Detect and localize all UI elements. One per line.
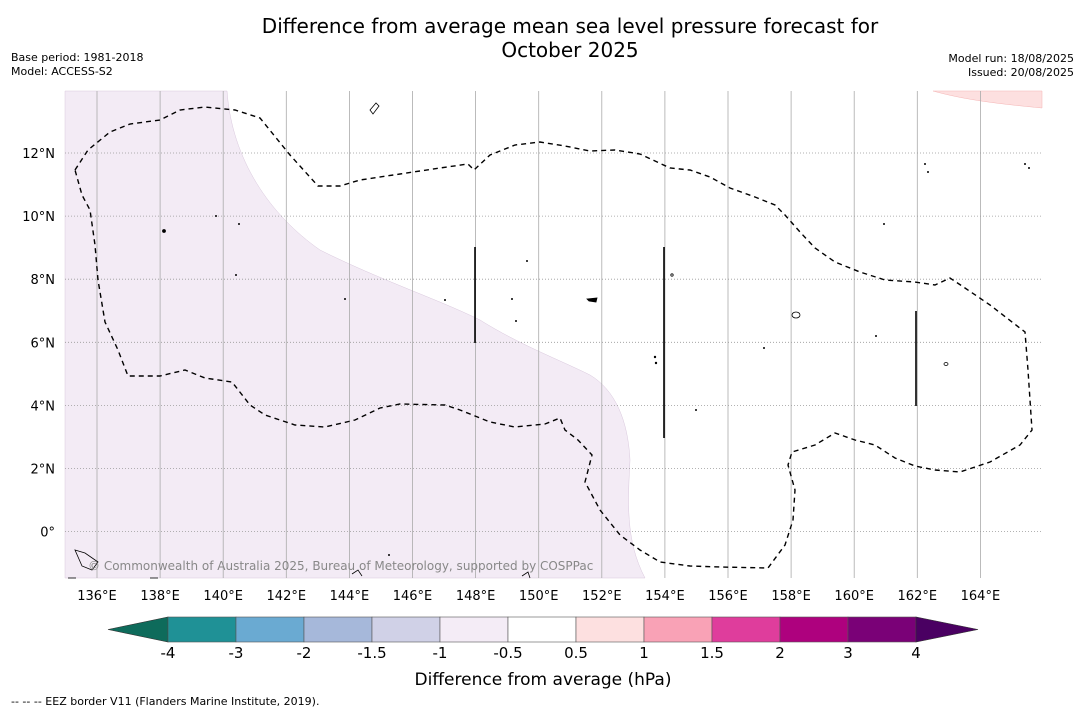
colorbar-swatch (371, 616, 441, 643)
meta-right: Model run: 18/08/2025 Issued: 20/08/2025 (948, 52, 1074, 80)
colorbar-swatch (711, 616, 781, 643)
longitude-tick-labels: 136°E 138°E 140°E 142°E 144°E 146°E 148°E 150°E… (77, 589, 1000, 604)
gridlines (65, 91, 1042, 578)
colorbar-title: Difference from average (hPa) (415, 670, 672, 690)
colorbar-tick-label: 1 (639, 644, 649, 662)
title-line-2: October 2025 (501, 38, 639, 62)
lat-tick-label: 8°N (31, 273, 56, 288)
positive-anomaly-region (932, 90, 1043, 109)
colorbar-swatch (235, 616, 305, 643)
lon-tick-label: 144°E (330, 589, 370, 604)
colorbar-swatch (507, 616, 577, 643)
colorbar-tick-label: 1.5 (700, 644, 724, 662)
meta-left: Base period: 1981-2018 Model: ACCESS-S2 (11, 51, 143, 79)
colorbar-swatch (847, 616, 917, 643)
colorbar-swatch (575, 616, 645, 643)
colorbar-under-arrow (107, 616, 169, 643)
colorbar-tick-label: 2 (775, 644, 785, 662)
map-title: Difference from average mean sea level p… (0, 14, 1085, 62)
lat-tick-label: 0° (40, 526, 55, 541)
lon-tick-label: 158°E (771, 589, 811, 604)
lat-tick-label: 2°N (31, 463, 56, 478)
colorbar-tick-label: 3 (843, 644, 853, 662)
lon-tick-label: 164°E (961, 589, 1001, 604)
lon-tick-label: 148°E (456, 589, 496, 604)
model-run: Model run: 18/08/2025 (948, 52, 1074, 65)
lat-tick-label: 4°N (31, 399, 56, 414)
colorbar-swatch (779, 616, 849, 643)
copyright-text: © Commonwealth of Australia 2025, Bureau… (88, 559, 593, 573)
colorbar-over-arrow (915, 616, 979, 643)
title-line-1: Difference from average mean sea level p… (261, 14, 879, 38)
colorbar-tick-label: 4 (911, 644, 921, 662)
colorbar-tick-label: -1 (433, 644, 448, 662)
model-name: Model: ACCESS-S2 (11, 65, 113, 78)
lon-tick-label: 138°E (140, 589, 180, 604)
colorbar-tick-label: -4 (161, 644, 176, 662)
eez-border (74, 106, 1033, 569)
lon-tick-label: 152°E (582, 589, 622, 604)
colorbar-tick-label: -0.5 (493, 644, 522, 662)
lon-tick-label: 140°E (203, 589, 243, 604)
colorbar-tick-label: -2 (297, 644, 312, 662)
lon-tick-label: 150°E (519, 589, 559, 604)
colorbar: -4 -3 -2 -1.5 -1 -0.5 0.5 1 1.5 2 3 4 (107, 616, 979, 662)
lon-tick-label: 136°E (77, 589, 117, 604)
colorbar-tick-label: 0.5 (564, 644, 588, 662)
colorbar-tick-label: -3 (229, 644, 244, 662)
colorbar-swatch (303, 616, 373, 643)
lat-tick-label: 10°N (22, 210, 55, 225)
lon-tick-label: 156°E (708, 589, 748, 604)
islands (68, 102, 1031, 579)
lon-tick-label: 142°E (267, 589, 307, 604)
issued-date: Issued: 20/08/2025 (967, 66, 1074, 79)
latitude-tick-labels: 12°N 10°N 8°N 6°N 4°N 2°N 0° (22, 147, 55, 541)
colorbar-swatch (643, 616, 713, 643)
lon-tick-label: 146°E (393, 589, 433, 604)
base-period: Base period: 1981-2018 (11, 51, 144, 64)
lon-tick-label: 162°E (898, 589, 938, 604)
lat-tick-label: 6°N (31, 336, 56, 351)
lat-tick-label: 12°N (22, 147, 55, 162)
colorbar-tick-label: -1.5 (357, 644, 386, 662)
lon-tick-label: 160°E (834, 589, 874, 604)
colorbar-swatch (167, 616, 237, 643)
colorbar-swatch (439, 616, 509, 643)
lon-tick-label: 154°E (645, 589, 685, 604)
footnote: -- -- -- EEZ border V11 (Flanders Marine… (11, 695, 320, 708)
